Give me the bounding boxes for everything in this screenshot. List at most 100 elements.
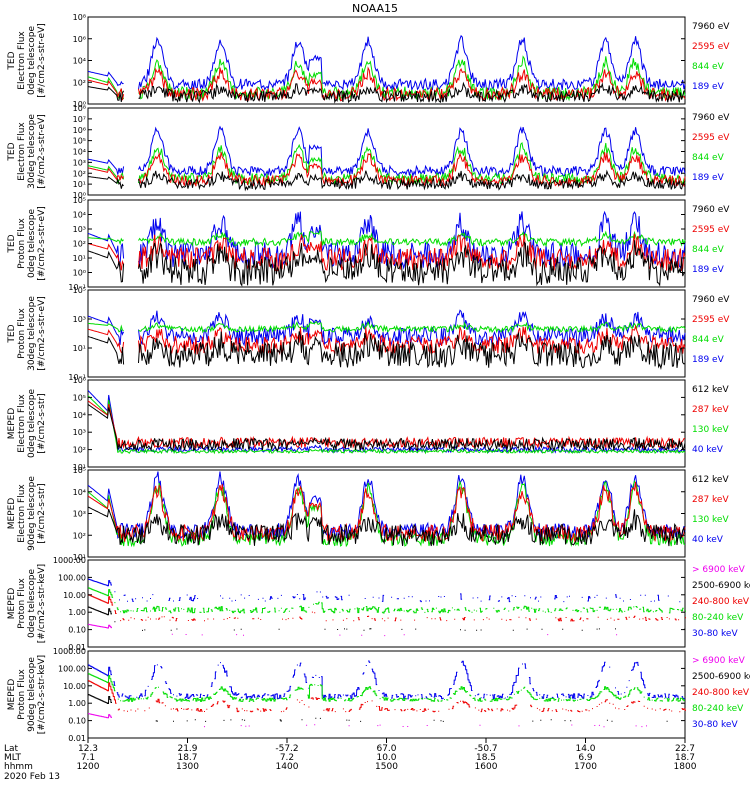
legend-entry: 130 keV — [692, 425, 729, 435]
series-189-ev — [87, 210, 686, 270]
x-tick-label: 1800 — [674, 762, 697, 772]
series-612-kev — [87, 506, 686, 547]
y-tick-label: 10² — [73, 169, 86, 178]
legend-entry: 7960 eV — [692, 295, 730, 305]
panel-ted-e-0: 10⁰ 10² 10⁴ 10⁶ 10⁸ TEDElectron Flux0deg tele… — [7, 13, 730, 109]
x-tick-label: 1200 — [77, 762, 100, 772]
series-30-80-kev — [88, 578, 681, 603]
y-axis-label-line: Proton Flux — [17, 308, 27, 359]
y-tick-label: 10.00 — [63, 682, 86, 691]
x-tick-label: 18.7 — [675, 753, 695, 763]
y-axis-label: MEPEDProton Flux0deg telescope[#/cm2-s-s… — [7, 564, 47, 643]
y-tick-label: 10² — [73, 446, 86, 455]
legend-entry: 2500-6900 keV — [692, 581, 750, 591]
y-tick-label: 10⁵ — [73, 466, 86, 475]
legend-entry: 287 keV — [692, 405, 729, 415]
y-axis-label-line: 90deg telescope — [27, 657, 37, 732]
y-tick-label: 1.00 — [68, 699, 86, 708]
y-axis-label-line: [#/cm2-s-str-keV] — [37, 564, 47, 643]
y-tick-label: 1000.00 — [53, 556, 86, 565]
y-tick-label: 10⁶ — [73, 376, 86, 385]
y-axis-label-line: [#/cm2-s-str-eV] — [37, 206, 47, 281]
x-tick-label: 10.0 — [376, 753, 396, 763]
y-tick-label: 10⁵ — [73, 137, 86, 146]
x-tick-label: 1300 — [176, 762, 199, 772]
y-tick-label: 0.01 — [68, 734, 86, 743]
x-tick-label: 1500 — [375, 762, 398, 772]
legend-entry: 844 eV — [692, 62, 725, 72]
y-tick-label: 10⁸ — [73, 104, 86, 113]
legend-entry: 30-80 keV — [692, 720, 738, 730]
panel-frame — [87, 379, 686, 468]
x-tick-label: 7.1 — [81, 753, 95, 763]
y-axis-label-line: TED — [7, 324, 17, 343]
panel-frame — [87, 559, 686, 648]
y-tick-label: 0.10 — [68, 717, 86, 726]
series--6900-kev — [88, 713, 647, 728]
legend-entry: > 6900 keV — [692, 656, 746, 666]
x-tick-label: 18.7 — [177, 753, 197, 763]
y-axis-label-line: Electron Flux — [17, 122, 27, 181]
y-tick-label: 10⁴ — [73, 148, 86, 157]
panel-meped-e-90: 10¹ 10² 10³ 10⁴ 10⁵ MEPEDElectron Flux90deg t… — [7, 466, 729, 562]
series-80-240-kev — [88, 673, 685, 702]
series-844-ev — [87, 320, 686, 334]
panel-meped-p-0: 0.01 0.10 1.00 10.00 100.00 1000.00 MEPEDProto… — [7, 556, 750, 652]
y-axis-label-line: 0deg telescope — [27, 209, 37, 279]
y-tick-label: 10³ — [73, 225, 86, 234]
legend-entry: 40 keV — [692, 445, 724, 455]
panel-ted-p-0: 10⁻¹ 10⁰ 10¹ 10² 10³ 10⁴ 10⁵ TEDProton Flux0deg… — [7, 196, 730, 292]
x-tick-label: 21.9 — [177, 744, 197, 754]
y-axis-label-line: TED — [7, 234, 17, 253]
x-tick-label: 1600 — [475, 762, 498, 772]
x-axis-row-label: Lat — [4, 744, 19, 754]
y-tick-label: 10⁸ — [73, 13, 86, 22]
x-axis-labels: LatMLThhmm12.37.1120021.918.71300-57.27.… — [4, 738, 697, 772]
panel-meped-p-90: 0.01 0.10 1.00 10.00 100.00 1000.00 MEPEDProto… — [7, 647, 750, 743]
y-axis-label-line: Proton Flux — [17, 578, 27, 629]
legend-entry: 80-240 keV — [692, 613, 744, 623]
x-tick-label: 12.3 — [78, 744, 98, 754]
x-tick-label: 1400 — [276, 762, 299, 772]
y-tick-label: 10² — [73, 78, 86, 87]
y-axis-label-line: [#/cm2-s-str-eV] — [37, 23, 47, 98]
y-tick-label: 10⁴ — [73, 211, 86, 220]
series-2500-6900-kev — [88, 606, 685, 631]
y-tick-label: 10⁷ — [73, 115, 86, 124]
y-axis-label: MEPEDElectron Flux0deg telescope[#/cm2-s… — [7, 389, 47, 459]
y-axis-label-line: [#/cm2-s-str] — [37, 393, 47, 453]
series-189-ev — [87, 34, 686, 92]
series-2500-6900-kev — [88, 694, 668, 722]
x-tick-label: 67.0 — [376, 744, 396, 754]
x-tick-label: 18.5 — [476, 753, 496, 763]
series-7960-ev — [87, 169, 686, 192]
series-80-240-kev — [88, 587, 686, 614]
y-axis-label-line: 0deg telescope — [27, 26, 37, 96]
legend-entry: 844 eV — [692, 153, 725, 163]
y-tick-label: 10⁻¹ — [68, 283, 86, 292]
legend-entry: 2595 eV — [692, 225, 730, 235]
y-tick-label: 10³ — [73, 158, 86, 167]
legend-entry: 189 eV — [692, 82, 725, 92]
y-axis-label-line: TED — [7, 142, 17, 161]
legend-entry: 2500-6900 keV — [692, 672, 750, 682]
series-2595-ev — [87, 324, 686, 356]
legend-entry: 844 eV — [692, 335, 725, 345]
series-7960-ev — [87, 240, 686, 287]
y-axis-label: TEDProton Flux30deg telescope[#/cm2-s-st… — [7, 296, 47, 371]
x-tick-label: -50.7 — [474, 744, 497, 754]
legend-entry: 2595 eV — [692, 133, 730, 143]
y-axis-label-line: 0deg telescope — [27, 569, 37, 639]
series-287-kev — [87, 400, 686, 450]
series-240-800-kev — [88, 594, 686, 622]
y-tick-label: 10¹ — [73, 344, 86, 353]
series--6900-kev — [88, 623, 618, 637]
y-axis-label: MEPEDProton Flux90deg telescope[#/cm2-s-… — [7, 655, 47, 734]
y-axis-label-line: Electron Flux — [17, 394, 27, 453]
y-tick-label: 10⁴ — [73, 488, 86, 497]
panel-meped-e-0: 10¹ 10² 10³ 10⁴ 10⁵ 10⁶ MEPEDElectron Flux0deg… — [7, 376, 729, 472]
y-tick-label: 10³ — [73, 428, 86, 437]
legend-entry: 7960 eV — [692, 113, 730, 123]
